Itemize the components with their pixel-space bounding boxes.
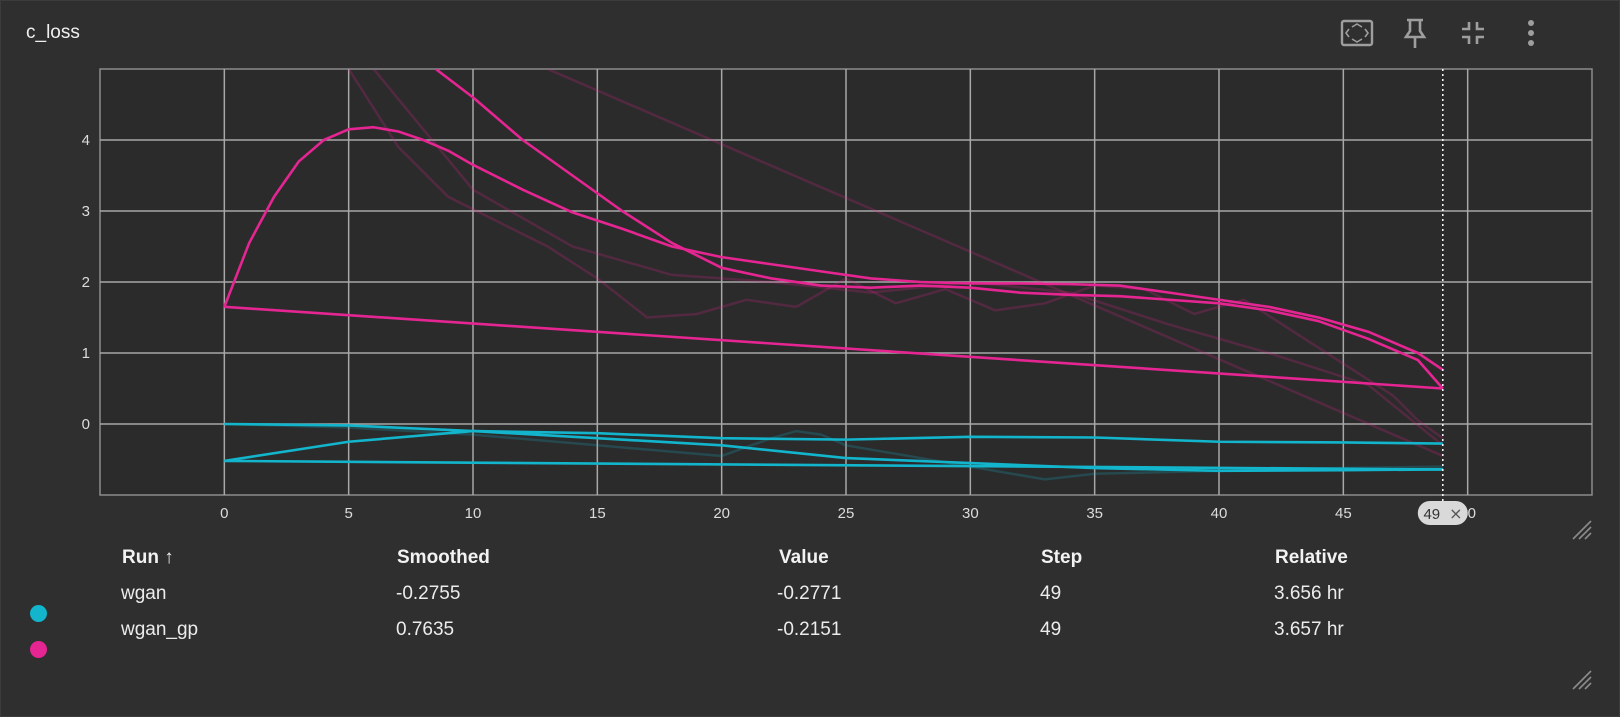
- y-tick-label: 4: [82, 132, 90, 149]
- chart-title: c_loss: [26, 22, 80, 43]
- x-tick-label: 25: [838, 505, 855, 522]
- series-wgan-line: [224, 459, 1443, 471]
- x-tick-label: 0: [220, 505, 228, 522]
- fit-to-screen-icon[interactable]: [1339, 15, 1375, 51]
- x-tick-label: 15: [589, 505, 606, 522]
- series-wgan-raw-line: [224, 422, 1443, 481]
- close-cursor-icon[interactable]: ×: [1449, 504, 1462, 523]
- series-wgan-gp-raw-line: [372, 69, 1444, 447]
- x-tick-label: 10: [465, 505, 482, 522]
- series-layer: [223, 69, 1444, 481]
- x-tick-label: 45: [1335, 505, 1352, 522]
- more-vert-icon[interactable]: [1513, 15, 1549, 51]
- series-wgan-line: [224, 422, 1443, 473]
- x-tick-label: 30: [962, 505, 979, 522]
- series-wgan-line: [224, 429, 1443, 463]
- y-tick-label: 0: [82, 416, 90, 433]
- y-tick-label: 1: [82, 345, 90, 362]
- y-tick-label: 2: [82, 274, 90, 291]
- step-cursor-badge[interactable]: [1417, 501, 1468, 525]
- series-wgan-gp-raw-line: [347, 69, 1444, 440]
- x-tick-label: 5: [344, 505, 352, 522]
- series-wgan-gp-line: [223, 125, 1444, 371]
- series-wgan-gp-line: [224, 305, 1443, 390]
- step-cursor-label: 49: [1423, 506, 1440, 523]
- y-tick-label: 3: [82, 203, 90, 220]
- x-tick-label: 35: [1086, 505, 1103, 522]
- series-wgan-gp-line: [434, 69, 1444, 390]
- collapse-icon[interactable]: [1455, 15, 1491, 51]
- x-tick-label: 20: [713, 505, 730, 522]
- series-wgan-gp-raw-line: [547, 69, 1444, 458]
- pin-icon[interactable]: [1397, 15, 1433, 51]
- x-tick-label: 40: [1211, 505, 1228, 522]
